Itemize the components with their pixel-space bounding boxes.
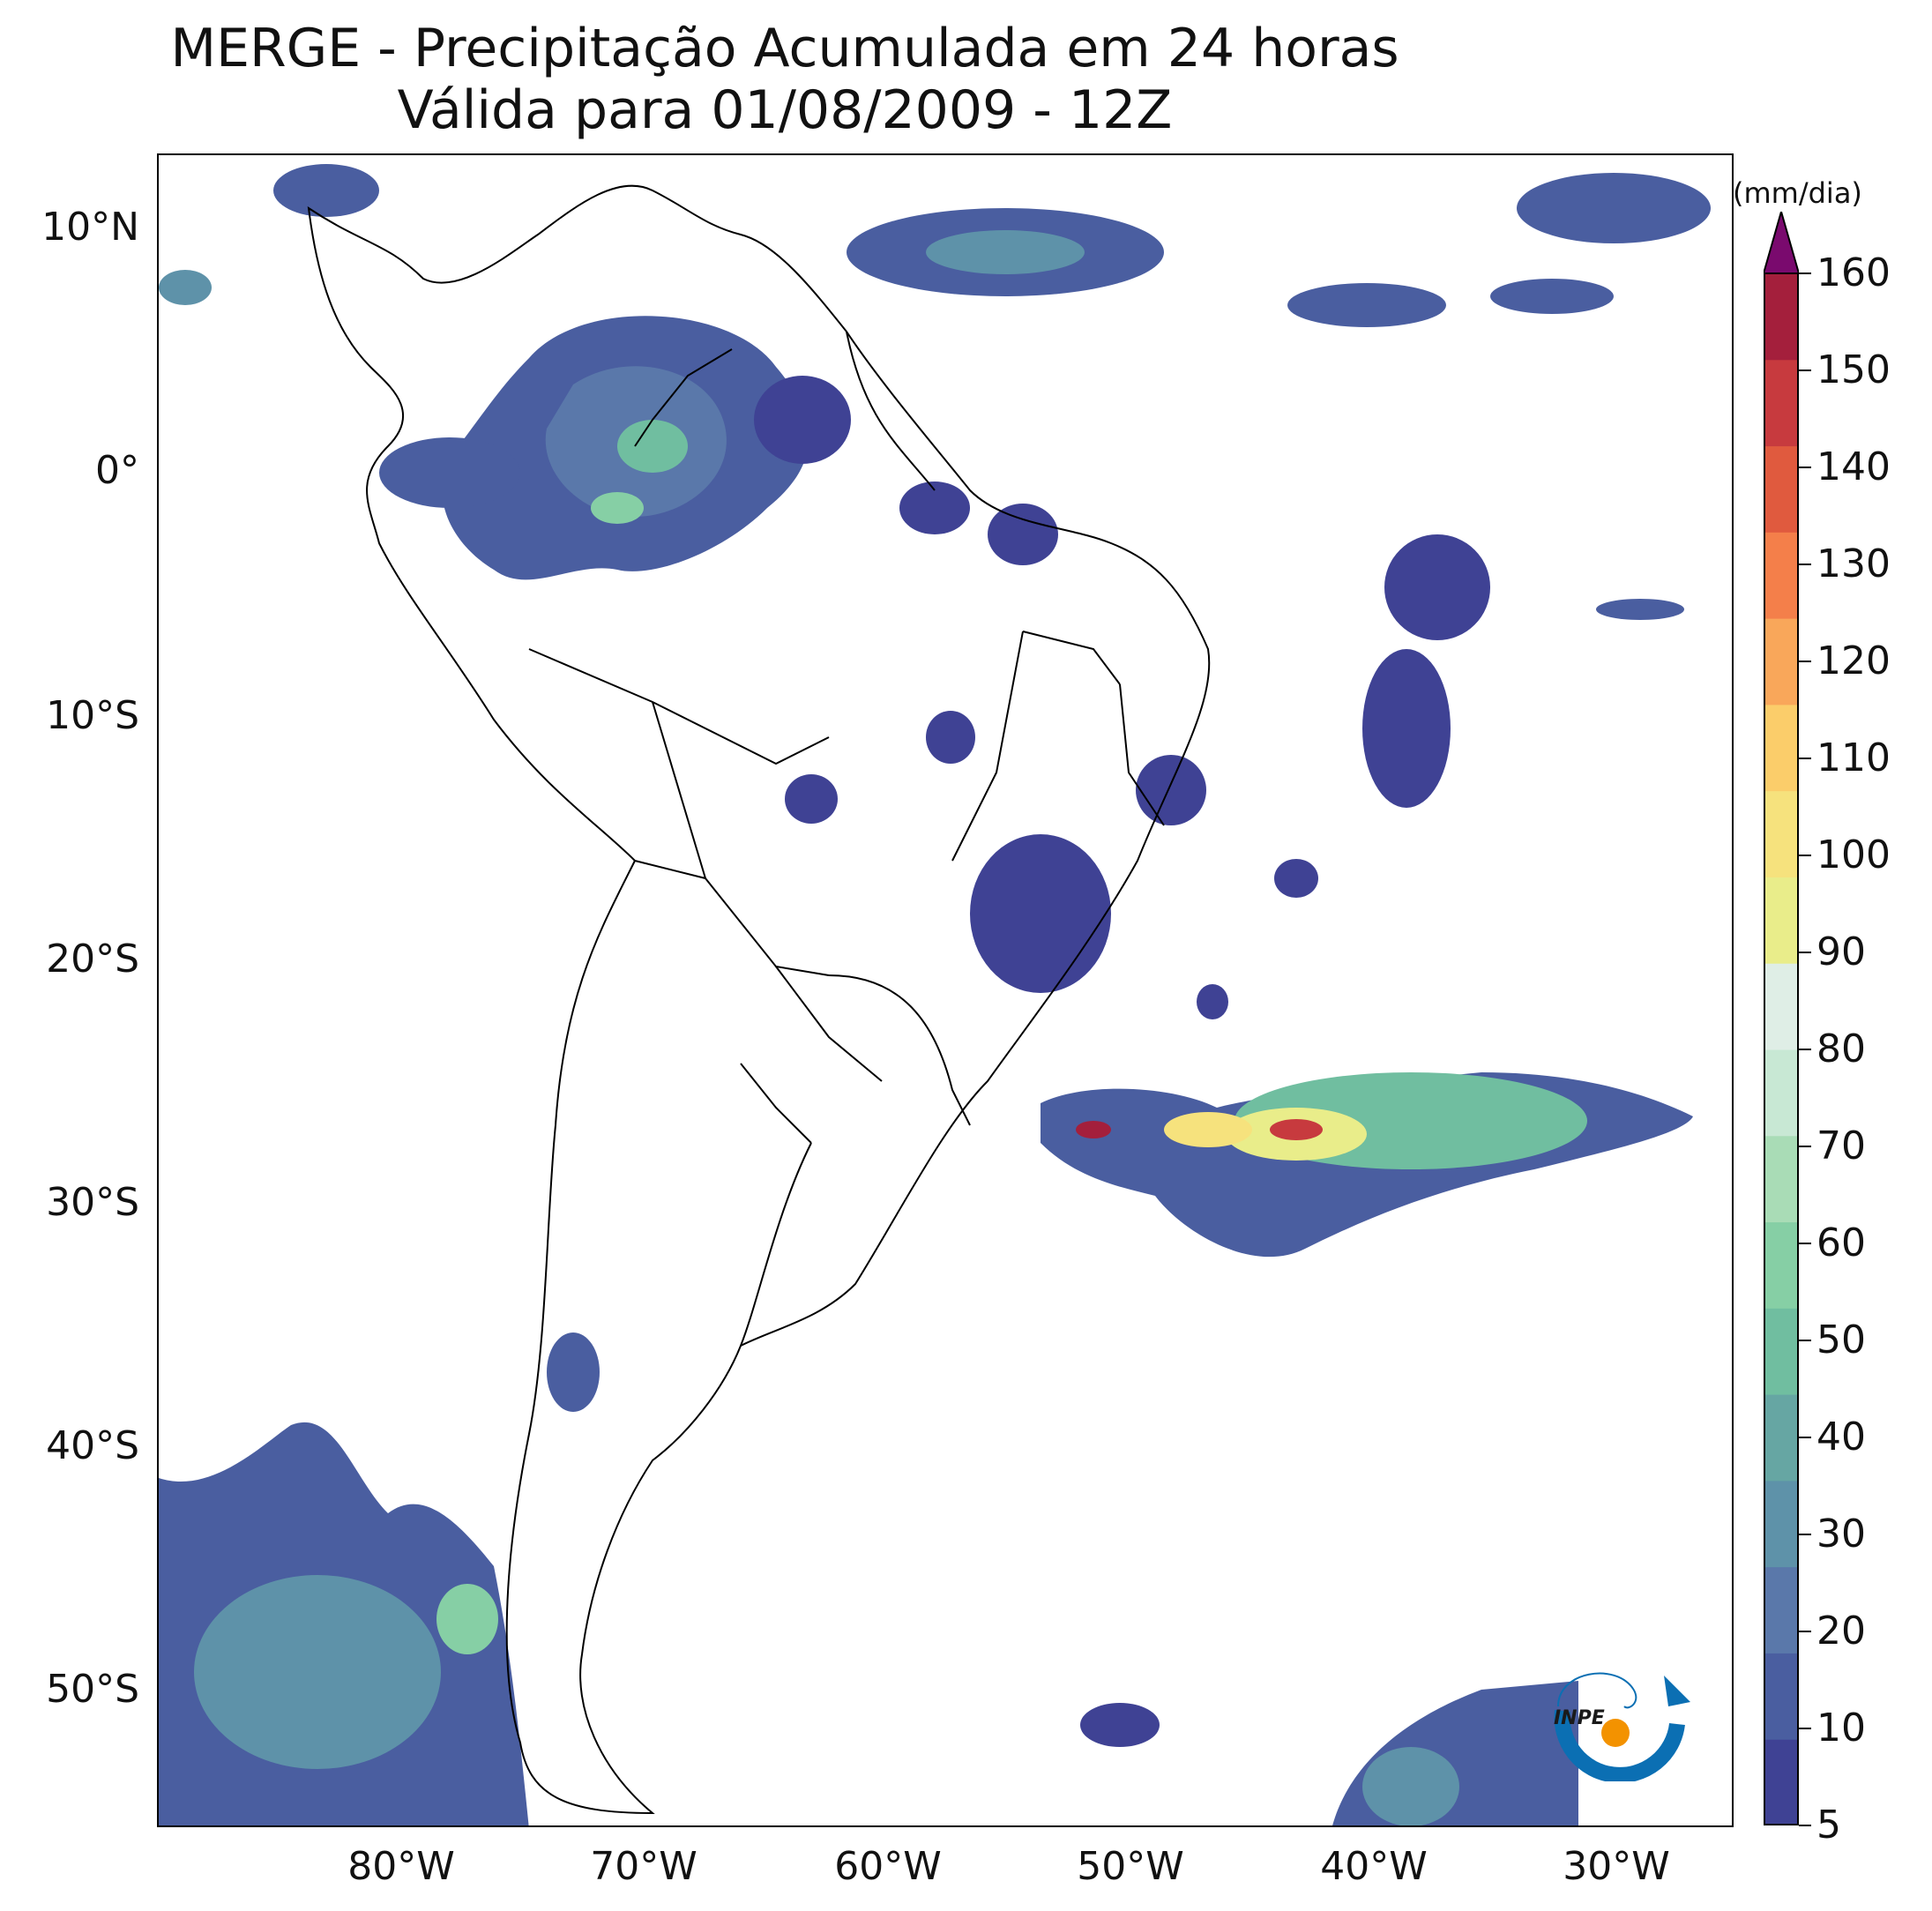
colorbar-tick-label: 110 <box>1816 735 1891 780</box>
colorbar-tick <box>1799 1728 1811 1729</box>
colorbar-tick-label: 80 <box>1816 1026 1866 1071</box>
map-subtitle: Válida para 01/08/2009 - 12Z <box>397 79 1173 141</box>
lat-label-30s: 30°S <box>46 1180 139 1225</box>
map-title: MERGE - Precipitação Acumulada em 24 hor… <box>170 18 1399 79</box>
colorbar-tick <box>1799 952 1811 953</box>
colorbar-segment <box>1764 1049 1799 1137</box>
colorbar-segment <box>1764 790 1799 877</box>
colorbar-tick-label: 60 <box>1816 1221 1866 1265</box>
colorbar-segment <box>1764 359 1799 447</box>
colorbar-segment <box>1764 1480 1799 1568</box>
colorbar-segment <box>1764 1394 1799 1482</box>
lat-label-10n: 10°N <box>41 205 139 250</box>
colorbar-tick-label: 20 <box>1816 1609 1866 1653</box>
lon-label-60w: 60°W <box>834 1844 942 1889</box>
colorbar-tick <box>1799 1631 1811 1632</box>
colorbar-tick <box>1799 1825 1811 1826</box>
colorbar-tick <box>1799 467 1811 468</box>
colorbar-segment <box>1764 1308 1799 1395</box>
colorbar-segment <box>1764 1221 1799 1309</box>
colorbar-tick <box>1799 1243 1811 1244</box>
lat-label-40s: 40°S <box>46 1423 139 1468</box>
colorbar-tick-label: 130 <box>1816 541 1891 586</box>
colorbar-tick-label: 30 <box>1816 1512 1866 1556</box>
colorbar-segment <box>1764 1739 1799 1825</box>
colorbar-tick-label: 10 <box>1816 1706 1866 1751</box>
lon-label-30w: 30°W <box>1563 1844 1670 1889</box>
colorbar-tick-label: 150 <box>1816 347 1891 392</box>
colorbar-tick <box>1799 272 1811 274</box>
colorbar-tick-label: 5 <box>1816 1803 1841 1848</box>
country-borders <box>307 184 1211 1815</box>
lat-label-50s: 50°S <box>46 1667 139 1712</box>
precipitation-field <box>159 164 1711 1825</box>
colorbar-tick <box>1799 370 1811 371</box>
lat-label-10s: 10°S <box>46 693 139 738</box>
colorbar-segment <box>1764 445 1799 533</box>
colorbar-segment <box>1764 877 1799 964</box>
colorbar <box>1764 212 1799 1825</box>
colorbar-segment <box>1764 704 1799 792</box>
colorbar-frame <box>1764 272 1799 1825</box>
colorbar-unit: (mm/dia) <box>1733 176 1862 210</box>
colorbar-segment <box>1764 618 1799 705</box>
colorbar-tick-label: 140 <box>1816 444 1891 489</box>
colorbar-tick-label: 90 <box>1816 929 1866 974</box>
colorbar-segment <box>1764 1566 1799 1653</box>
lat-label-20s: 20°S <box>46 937 139 982</box>
colorbar-tick-label: 120 <box>1816 638 1891 683</box>
map-canvas <box>159 164 1711 1825</box>
colorbar-extend-arrow <box>1764 212 1799 274</box>
colorbar-segment <box>1764 1135 1799 1223</box>
lat-label-0: 0° <box>95 448 139 493</box>
colorbar-tick-label: 100 <box>1816 832 1891 877</box>
colorbar-segment <box>1764 1653 1799 1740</box>
colorbar-tick <box>1799 661 1811 662</box>
colorbar-tick <box>1799 1340 1811 1341</box>
lon-label-70w: 70°W <box>590 1844 697 1889</box>
colorbar-tick <box>1799 1146 1811 1147</box>
colorbar-segment <box>1764 963 1799 1050</box>
lon-label-80w: 80°W <box>347 1844 455 1889</box>
lon-label-50w: 50°W <box>1077 1844 1184 1889</box>
lon-label-40w: 40°W <box>1320 1844 1428 1889</box>
colorbar-tick <box>1799 1049 1811 1050</box>
colorbar-segment <box>1764 532 1799 619</box>
colorbar-tick <box>1799 758 1811 759</box>
colorbar-tick <box>1799 855 1811 856</box>
colorbar-tick <box>1799 564 1811 565</box>
inpe-logo: INPE <box>1554 1672 1690 1781</box>
colorbar-segment <box>1764 273 1799 361</box>
colorbar-tick <box>1799 1534 1811 1535</box>
colorbar-tick-label: 160 <box>1816 250 1891 295</box>
colorbar-tick-label: 40 <box>1816 1415 1866 1459</box>
colorbar-tick-label: 50 <box>1816 1318 1866 1362</box>
logo-text: INPE <box>1554 1707 1605 1729</box>
colorbar-tick-label: 70 <box>1816 1123 1866 1168</box>
precipitation-map <box>157 153 1734 1827</box>
colorbar-tick <box>1799 1437 1811 1438</box>
